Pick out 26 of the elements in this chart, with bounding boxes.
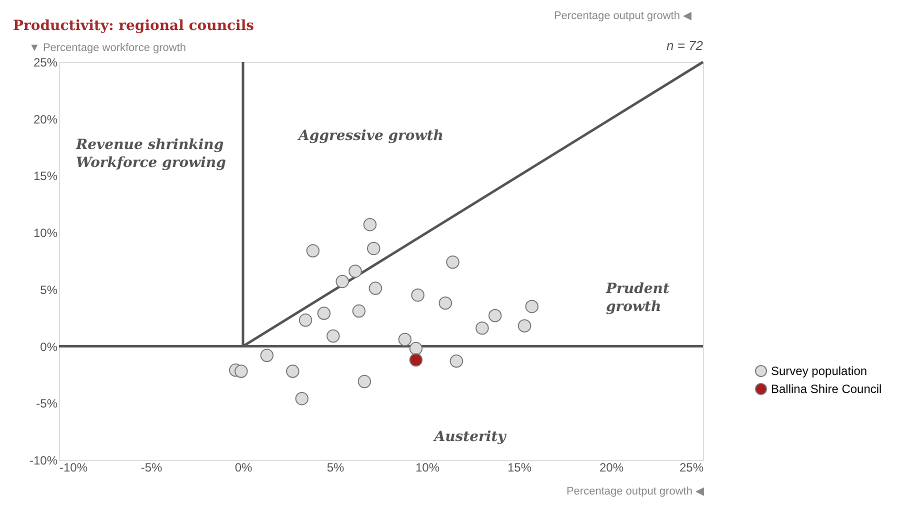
x-tick-label: 15% [507, 460, 532, 474]
y-tick-label: 20% [33, 112, 58, 126]
legend-label: Ballina Shire Council [771, 382, 882, 396]
y-tick-label: 15% [33, 169, 58, 184]
annotation: Prudent growth [605, 281, 670, 315]
x-tick-label: 25% [679, 460, 704, 474]
y-tick-label: 0% [40, 340, 58, 354]
x-tick-label: -5% [140, 460, 162, 474]
text: n = 72 [666, 38, 704, 53]
x-tick-label: 10% [415, 460, 440, 474]
text: Percentage output growth ◀ [554, 10, 692, 22]
y-tick-label: 25% [33, 56, 58, 70]
y-tick-label: 5% [40, 282, 58, 297]
x-tick-label: -10% [60, 460, 88, 474]
y-tick-label: 10% [33, 226, 58, 240]
y-tick-label: -5% [36, 396, 58, 411]
x-tick-label: 20% [599, 460, 624, 474]
x-tick-label: 5% [326, 460, 344, 474]
annotation: Austerity [432, 429, 507, 445]
legend-label: Survey population [771, 364, 868, 378]
annotation: Aggressive growth [296, 128, 444, 144]
annotation: Revenue shrinking Workforce growing [75, 137, 226, 171]
x-tick-label: 0% [234, 460, 252, 474]
x-axis-title: Percentage output growth ◀ [566, 486, 704, 498]
chart-title: Productivity: regional councils [13, 18, 254, 34]
y-axis-title: ▼ Percentage workforce growth [29, 42, 186, 54]
